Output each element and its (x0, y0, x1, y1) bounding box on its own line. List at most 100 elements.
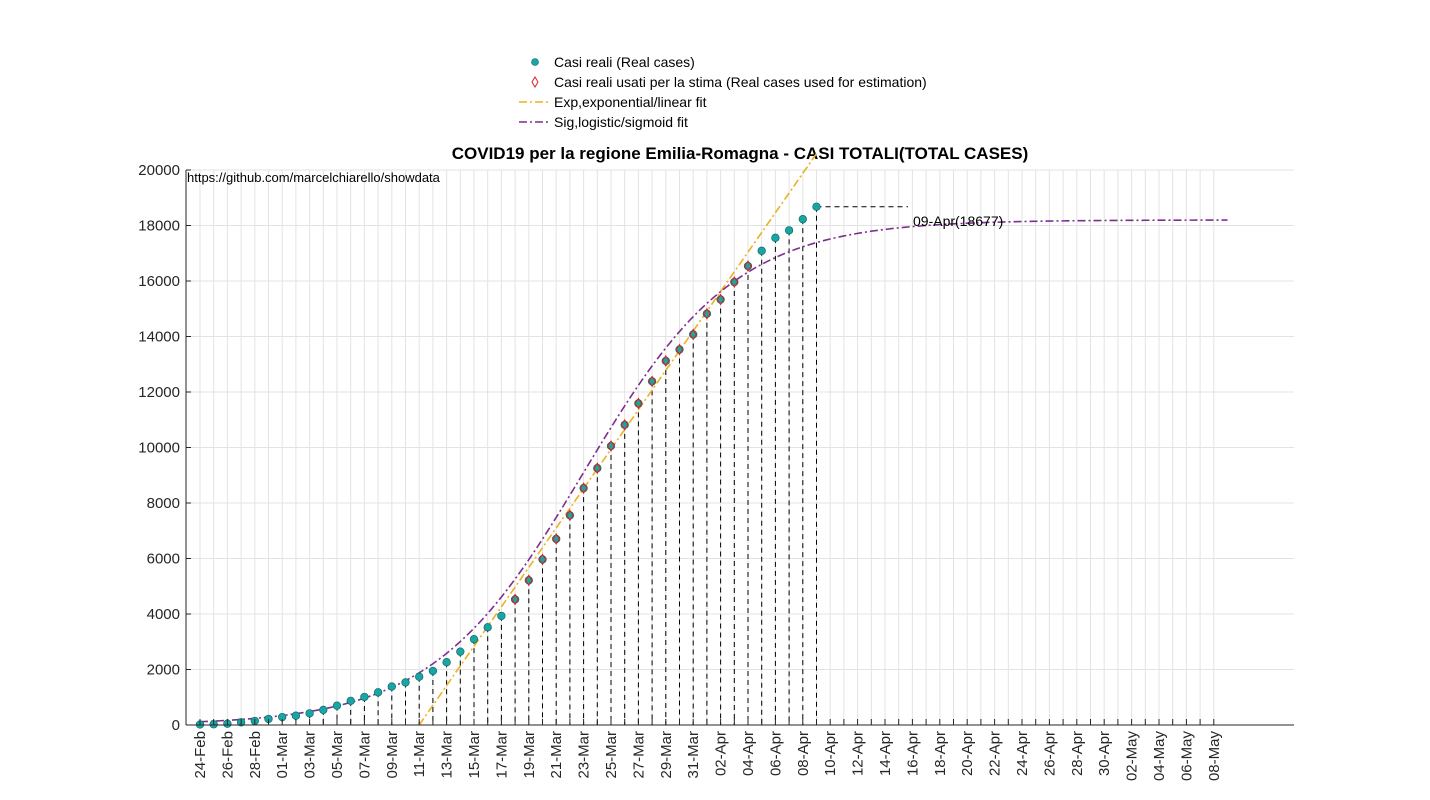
x-tick-label: 08-Apr (795, 731, 812, 776)
x-tick-label: 02-May (1124, 731, 1141, 782)
real-case-point (346, 696, 355, 706)
real-case-point (401, 678, 410, 687)
estimation-point (675, 343, 684, 356)
drop-lines (199, 206, 908, 725)
y-tick-label: 2000 (147, 662, 180, 679)
y-tick-label: 18000 (138, 218, 180, 235)
y-tick-label: 12000 (138, 384, 180, 401)
x-tick-label: 25-Mar (603, 731, 620, 779)
y-tick-label: 10000 (138, 440, 180, 457)
real-case-point (332, 701, 342, 710)
estimation-point (634, 397, 643, 410)
x-tick-label: 01-Mar (274, 731, 291, 779)
x-tick-label: 26-Feb (219, 731, 236, 779)
x-tick-label: 04-May (1151, 731, 1168, 782)
x-tick-label: 31-Mar (685, 731, 702, 779)
estimation-point (525, 574, 533, 587)
x-tick-label: 20-Apr (959, 731, 976, 776)
real-case-point (483, 623, 492, 632)
estimation-point (648, 375, 656, 388)
x-tick-label: 05-Mar (329, 731, 346, 779)
legend-marker-real-cases (531, 58, 539, 66)
legend-label-used-cases: Casi reali usati per la stima (Real case… (554, 74, 927, 90)
x-tick-label: 04-Apr (740, 731, 757, 776)
legend-marker-used-cases (531, 76, 539, 88)
y-tick-label: 0 (172, 717, 180, 734)
x-tick-label: 23-Mar (576, 731, 593, 779)
legend-label-exp-fit: Exp,exponential/linear fit (554, 94, 707, 110)
real-case-point (784, 226, 794, 235)
estimation-point (552, 533, 560, 545)
axes: 0 2000 4000 6000 8000 10000 12000 14000 16000 180… (138, 162, 1294, 781)
x-tick-label: 16-Apr (904, 731, 921, 776)
estimation-point (593, 462, 602, 475)
real-case-point (798, 214, 807, 224)
x-tick-label: 24-Feb (192, 731, 209, 779)
x-tick-label: 29-Mar (658, 731, 675, 779)
data-points (195, 202, 821, 729)
x-tick-label: 06-Apr (767, 731, 784, 776)
real-case-point (442, 658, 451, 667)
real-case-point (771, 233, 780, 242)
y-tick-label: 6000 (147, 551, 180, 568)
x-tick-label: 02-Apr (713, 731, 730, 776)
x-tick-label: 24-Apr (1014, 731, 1031, 776)
estimation-point (566, 509, 574, 522)
y-tick-label: 14000 (138, 329, 180, 346)
real-case-point (415, 672, 424, 681)
real-case-point (428, 666, 438, 676)
estimation-point (607, 440, 615, 452)
x-tick-label: 11-Mar (411, 731, 428, 777)
estimation-point (579, 482, 588, 495)
x-tick-label: 30-Apr (1096, 731, 1113, 776)
real-case-point (812, 202, 821, 211)
last-value-annotation: 09-Apr(18677) (913, 213, 1003, 229)
x-tick-label: 14-Apr (877, 731, 894, 776)
legend-label-real-cases: Casi reali (Real cases) (554, 54, 695, 70)
real-case-point (469, 635, 479, 644)
x-tick-label: 09-Mar (384, 731, 401, 779)
real-case-point (291, 711, 301, 720)
x-tick-label: 18-Apr (932, 731, 949, 776)
estimation-point (703, 307, 711, 320)
x-tick-label: 26-Apr (1041, 731, 1058, 776)
x-tick-label: 07-Mar (356, 731, 373, 779)
estimation-point (744, 260, 752, 272)
x-tick-label: 27-Mar (630, 731, 647, 779)
x-tick-label: 10-Apr (822, 731, 839, 776)
real-case-point (497, 611, 506, 621)
x-tick-label: 17-Mar (493, 731, 510, 779)
real-case-point (387, 682, 396, 691)
estimation-point (730, 276, 739, 288)
real-case-point (305, 709, 314, 718)
x-tick-label: 28-Apr (1069, 731, 1086, 776)
y-tick-label: 16000 (138, 273, 180, 290)
x-tick-label: 21-Mar (548, 731, 565, 779)
estimation-point (511, 593, 519, 606)
x-tick-label: 03-Mar (302, 731, 319, 779)
x-tick-label: 13-Mar (439, 731, 456, 779)
y-tick-label: 8000 (147, 495, 180, 512)
x-tick-label: 28-Feb (247, 731, 264, 779)
estimation-point (662, 355, 670, 367)
x-tick-label: 19-Mar (521, 731, 538, 779)
real-case-point (319, 705, 328, 715)
real-case-point (757, 246, 766, 255)
estimation-point (620, 418, 629, 431)
x-tick-label: 06-May (1178, 731, 1195, 782)
estimation-point (538, 553, 547, 566)
real-case-point (456, 647, 465, 656)
estimation-point (716, 293, 725, 306)
x-tick-label: 15-Mar (466, 731, 483, 779)
x-tick-label: 22-Apr (987, 731, 1004, 776)
y-tick-label: 20000 (138, 162, 180, 179)
x-tick-label: 08-May (1206, 731, 1223, 782)
source-note: https://github.com/marcelchiarello/showd… (187, 170, 441, 185)
sigmoid-fit-curve (199, 219, 1228, 723)
legend-label-sig-fit: Sig,logistic/sigmoid fit (554, 114, 688, 130)
real-case-point (373, 688, 383, 697)
estimation-point (689, 328, 697, 341)
x-tick-label: 12-Apr (850, 731, 867, 776)
real-case-point (360, 692, 369, 702)
